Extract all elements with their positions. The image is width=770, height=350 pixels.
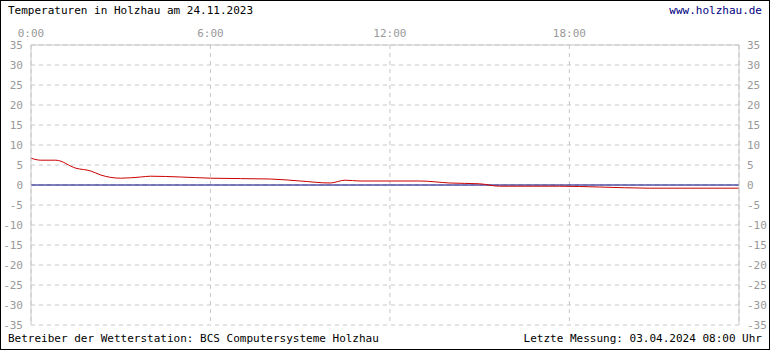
svg-text:30: 30 — [10, 59, 23, 72]
svg-text:-10: -10 — [8, 219, 23, 232]
svg-text:0: 0 — [747, 179, 754, 192]
svg-text:15: 15 — [747, 119, 760, 132]
svg-text:-35: -35 — [747, 319, 762, 332]
html-text:Temperaturen in Holzhau am 24.: Temperaturen in Holzhau am 24.11.2023 — [8, 4, 253, 17]
svg-text:25: 25 — [10, 79, 23, 92]
svg-text:-10: -10 — [747, 219, 762, 232]
svg-text:15: 15 — [10, 119, 23, 132]
svg-text:0: 0 — [16, 179, 23, 192]
svg-text:5: 5 — [747, 159, 754, 172]
svg-text:-15: -15 — [8, 239, 23, 252]
svg-text:-25: -25 — [8, 279, 23, 292]
svg-text:12:00: 12:00 — [373, 27, 406, 40]
svg-text:-30: -30 — [747, 299, 762, 312]
svg-text:-20: -20 — [8, 259, 23, 272]
svg-text:-5: -5 — [10, 199, 23, 212]
svg-text:10: 10 — [10, 139, 23, 152]
svg-text:0:00: 0:00 — [17, 27, 45, 40]
svg-text:10: 10 — [747, 139, 760, 152]
svg-text:18:00: 18:00 — [553, 27, 586, 40]
svg-text:-30: -30 — [8, 299, 23, 312]
html-text:Letzte Messung: 03.04.2024 08:: Letzte Messung: 03.04.2024 08:00 Uhr — [523, 332, 762, 345]
svg-text:35: 35 — [747, 39, 760, 52]
svg-text:30: 30 — [747, 59, 760, 72]
svg-text:-5: -5 — [747, 199, 760, 212]
svg-text:-25: -25 — [747, 279, 762, 292]
svg-text:-35: -35 — [8, 319, 23, 332]
svg-text:20: 20 — [747, 99, 760, 112]
svg-text:-20: -20 — [747, 259, 762, 272]
html-text:www.holzhau.de: www.holzhau.de — [669, 4, 762, 17]
svg-text:6:00: 6:00 — [197, 27, 224, 40]
svg-text:35: 35 — [10, 39, 23, 52]
svg-text:5: 5 — [16, 159, 23, 172]
svg-text:20: 20 — [10, 99, 23, 112]
svg-text:25: 25 — [747, 79, 760, 92]
svg-text:-15: -15 — [747, 239, 762, 252]
html-text:Betreiber der Wetterstation: B: Betreiber der Wetterstation: BCS Compute… — [8, 332, 379, 345]
